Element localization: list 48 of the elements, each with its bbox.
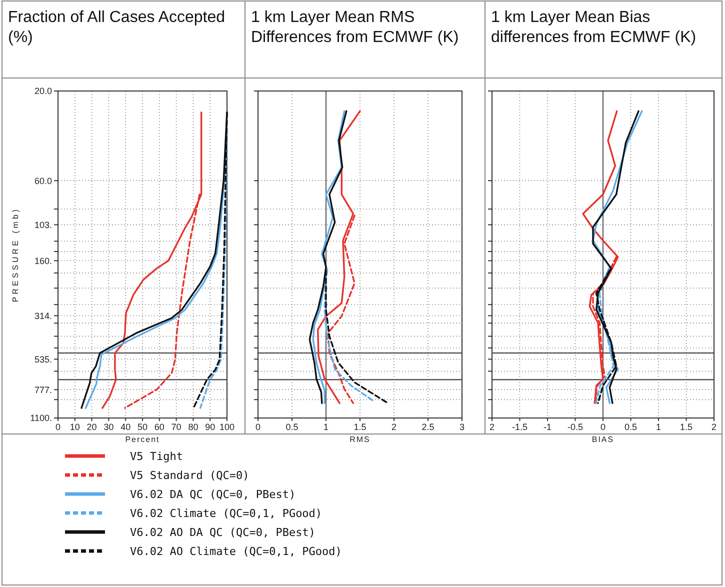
y-tick-label: 160. [34, 256, 52, 266]
x-tick-label: 0 [255, 422, 261, 432]
chart-title: Fraction of All Cases Accepted (%) [8, 9, 225, 46]
y-tick-label: 103. [34, 220, 52, 230]
x-tick-label: 60 [154, 422, 164, 432]
x-tick-label: 10 [70, 422, 80, 432]
x-tick-label: 0.5 [286, 422, 298, 432]
y-tick-label: 60.0 [34, 176, 52, 186]
x-tick-label: 0 [600, 422, 606, 432]
chart-title: 1 km Layer Mean RMS Differences from ECMWF (K) [251, 9, 459, 46]
x-tick-label: -1.5 [512, 422, 528, 432]
x-tick-label: 1 [323, 422, 329, 432]
y-axis-title: PRESSURE (mb) [11, 206, 20, 302]
x-tick-label: 2 [711, 422, 717, 432]
legend-label: V6.02 AO DA QC (QC=0, PBest) [130, 526, 316, 539]
x-tick-label: 80 [188, 422, 198, 432]
x-tick-label: 1.5 [680, 422, 693, 432]
legend-label: V6.02 AO Climate (QC=0,1, PGood) [130, 544, 342, 558]
x-tick-label: 2.5 [422, 422, 434, 432]
x-tick-label: 2 [489, 422, 495, 432]
y-tick-label: 535. [34, 354, 52, 364]
x-tick-label: 20 [86, 422, 97, 432]
legend-label: V6.02 Climate (QC=0,1, PGood) [130, 506, 322, 520]
chart-title: 1 km Layer Mean Bias differences from ECMWF (K) [491, 9, 696, 46]
x-tick-label: 3 [459, 422, 465, 432]
x-axis-title: Percent [125, 435, 160, 444]
y-tick-label: 1100. [30, 413, 52, 424]
y-tick-label: 314. [34, 310, 52, 321]
x-tick-label: 0.5 [624, 422, 638, 432]
x-tick-label: 90 [205, 422, 216, 432]
legend-label: V5 Tight [130, 450, 183, 463]
x-axis-title: BIAS [592, 435, 614, 444]
x-tick-label: 100 [219, 422, 235, 432]
x-tick-label: 2 [391, 422, 397, 432]
legend-label: V5 Standard (QC=0) [130, 468, 250, 482]
x-tick-label: 30 [104, 422, 114, 432]
x-tick-label: 70 [171, 422, 182, 432]
x-tick-label: -1 [543, 422, 552, 432]
x-axis-title: RMS [350, 435, 370, 444]
y-tick-label: 777. [34, 384, 52, 395]
y-tick-label: 20.0 [34, 86, 52, 96]
x-tick-label: 0 [55, 422, 61, 432]
x-tick-label: 1 [656, 422, 662, 432]
x-tick-label: 40 [120, 422, 131, 432]
x-tick-label: -0.5 [567, 422, 584, 432]
x-tick-label: 1.5 [354, 422, 366, 432]
x-tick-label: 50 [137, 422, 148, 432]
legend-label: V6.02 DA QC (QC=0, PBest) [130, 488, 296, 501]
